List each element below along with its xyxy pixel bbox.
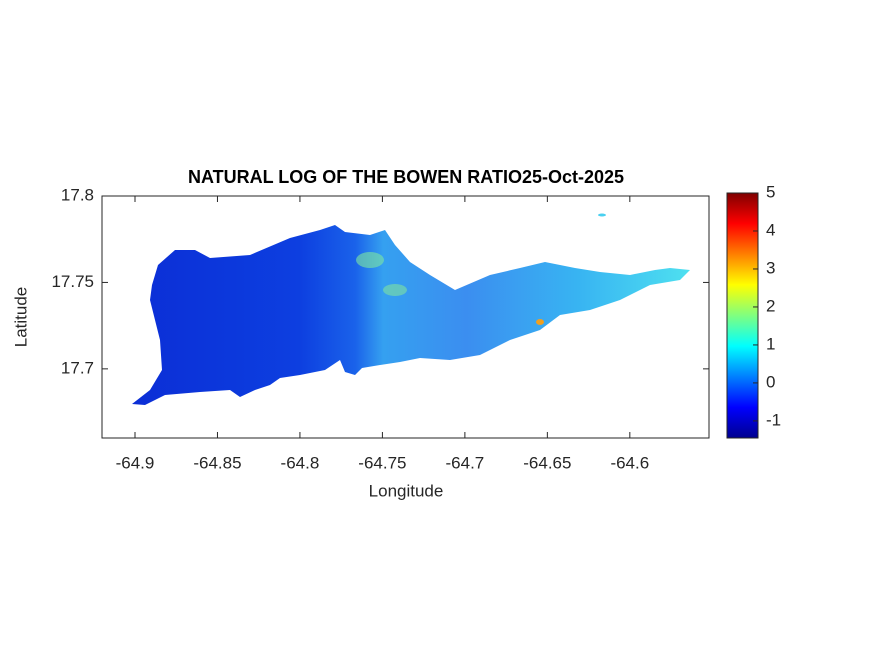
- y-tick-label: 17.75: [51, 272, 94, 291]
- islet: [598, 213, 606, 217]
- hot-spot: [356, 252, 384, 268]
- y-tick-label: 17.7: [61, 358, 94, 377]
- y-tick-label: 17.8: [61, 185, 94, 204]
- x-tick-label: -64.7: [446, 453, 485, 472]
- x-axis-label: Longitude: [369, 481, 444, 500]
- colorbar-tick-label: 2: [766, 296, 775, 315]
- colorbar-tick-label: 3: [766, 258, 775, 277]
- x-tick-label: -64.8: [281, 453, 320, 472]
- x-tick-label: -64.9: [116, 453, 155, 472]
- y-axis-label: Latitude: [11, 287, 30, 348]
- chart-title: NATURAL LOG OF THE BOWEN RATIO25-Oct-202…: [188, 167, 624, 187]
- island: [132, 213, 690, 405]
- colorbar: [726, 192, 759, 439]
- x-tick-label: -64.65: [523, 453, 571, 472]
- x-tick-label: -64.75: [358, 453, 406, 472]
- colorbar-tick-label: 4: [766, 220, 775, 239]
- colorbar-tick-label: 1: [766, 334, 775, 353]
- colorbar-tick-label: 0: [766, 372, 775, 391]
- colorbar-tick-label: 5: [766, 182, 775, 201]
- x-tick-label: -64.85: [193, 453, 241, 472]
- hot-spot: [383, 284, 407, 296]
- land-area: [132, 225, 690, 405]
- hot-spot: [536, 319, 544, 325]
- x-tick-label: -64.6: [610, 453, 649, 472]
- colorbar-tick-label: -1: [766, 410, 781, 429]
